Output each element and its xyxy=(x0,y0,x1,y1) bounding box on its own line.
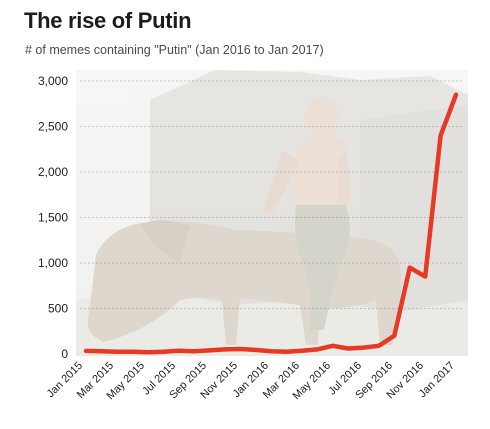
series-layer xyxy=(83,92,459,355)
chart-title: The rise of Putin xyxy=(24,8,192,33)
y-tick-label: 0 xyxy=(61,347,68,361)
y-tick-label: 2,000 xyxy=(38,165,68,179)
y-axis: 0 500 1,000 1,500 2,000 2,500 3,000 xyxy=(38,74,68,361)
chart-subtitle: # of memes containing "Putin" (Jan 2016 … xyxy=(25,43,324,57)
series-line xyxy=(83,92,459,355)
y-tick-label: 1,500 xyxy=(38,211,68,225)
y-tick-label: 2,500 xyxy=(38,120,68,134)
photo-wash xyxy=(76,70,468,356)
y-tick-label: 3,000 xyxy=(38,74,68,88)
y-tick-label: 1,000 xyxy=(38,256,68,270)
y-tick-label: 500 xyxy=(48,302,68,316)
